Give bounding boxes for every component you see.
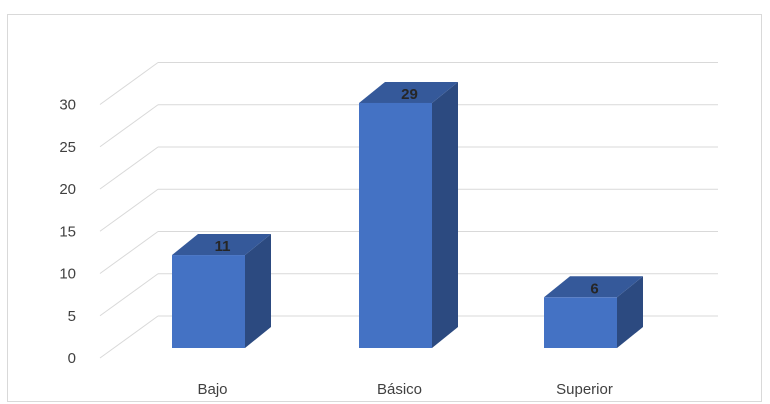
bar-superior — [544, 276, 643, 348]
gridline-side — [99, 315, 159, 359]
y-tick-label: 5 — [68, 308, 76, 325]
category-labels: Bajo Básico Superior — [197, 381, 612, 398]
bar-top-face — [544, 276, 643, 298]
data-label: 6 — [590, 280, 598, 297]
y-tick-label: 0 — [68, 350, 76, 367]
y-axis-tick-labels: 0 5 10 15 20 25 30 — [59, 97, 76, 368]
y-tick-label: 25 — [59, 139, 76, 156]
bar-básico — [359, 81, 458, 348]
gridline-side — [99, 62, 159, 105]
bar-side-face — [245, 234, 271, 348]
gridline-side — [99, 146, 159, 190]
data-label: 11 — [215, 238, 231, 255]
gridline-side — [99, 231, 159, 274]
y-tick-label: 10 — [59, 266, 76, 283]
data-labels: 11 29 6 — [215, 86, 599, 297]
bar-front-face — [544, 297, 617, 348]
bar-front-face — [359, 102, 432, 348]
bar-front-face — [172, 255, 245, 348]
bar-top-face — [359, 81, 458, 103]
bars — [172, 81, 643, 348]
gridline-side — [99, 188, 159, 232]
y-tick-label: 20 — [59, 181, 76, 198]
category-label: Básico — [377, 381, 422, 398]
category-label: Bajo — [197, 381, 227, 398]
data-label: 29 — [401, 86, 418, 103]
bar-top-face — [172, 234, 271, 256]
bar-side-face — [617, 276, 643, 348]
gridline-side — [99, 104, 159, 148]
y-tick-label: 15 — [59, 223, 76, 240]
category-label: Superior — [556, 381, 613, 398]
y-tick-label: 30 — [59, 97, 76, 114]
bar-bajo — [172, 234, 271, 348]
bar-side-face — [432, 81, 458, 348]
gridline-side — [99, 273, 159, 317]
